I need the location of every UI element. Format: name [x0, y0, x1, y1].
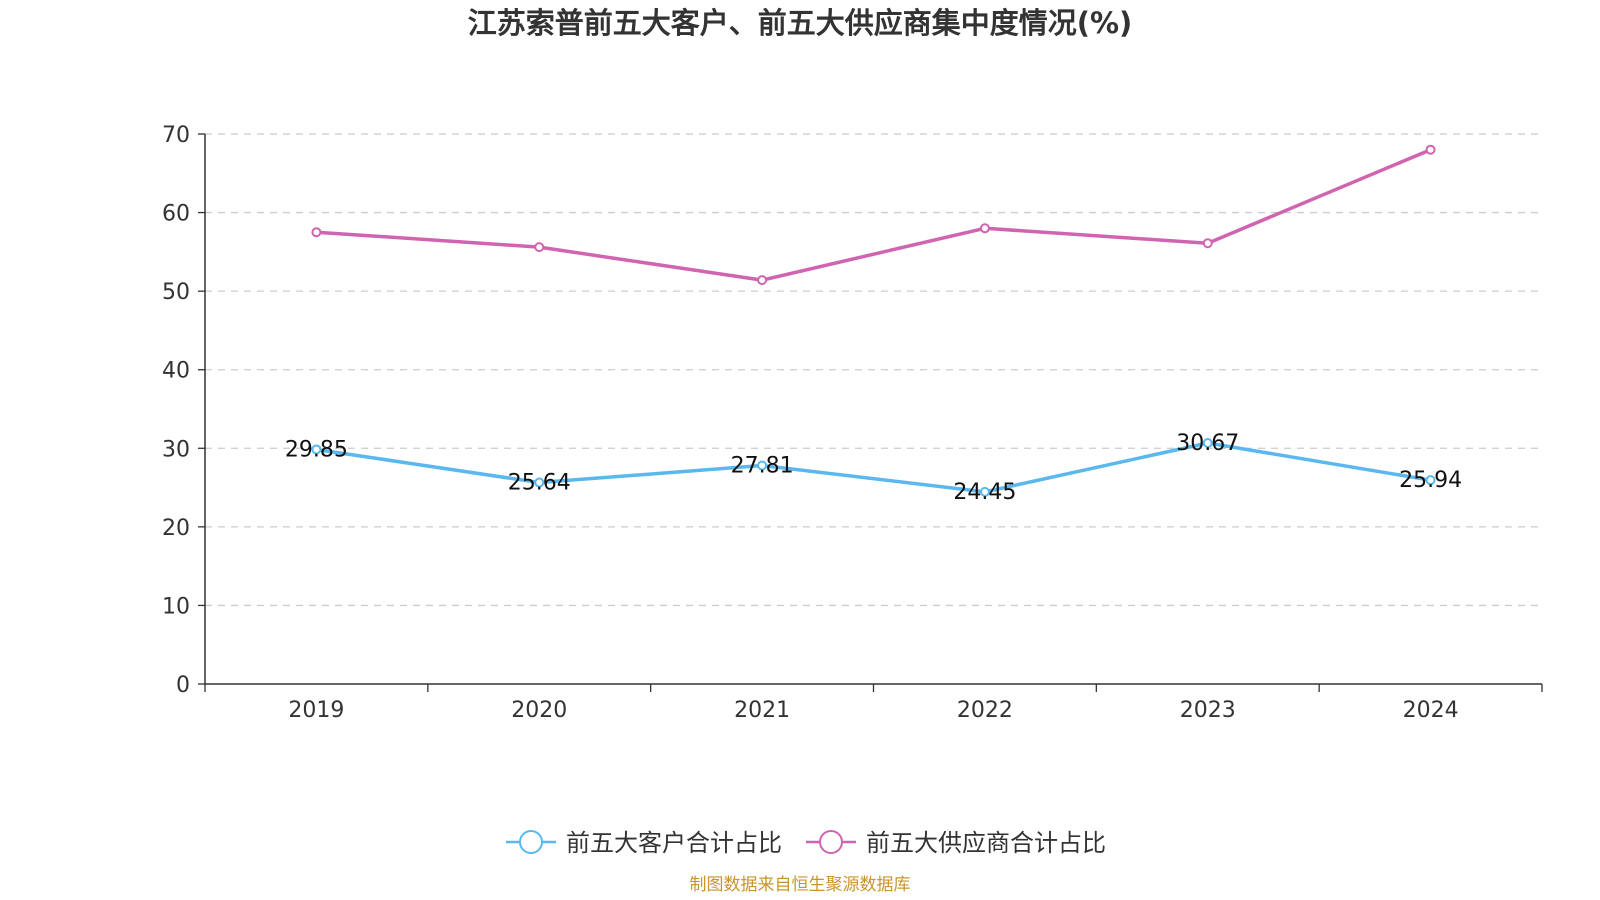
- legend-label: 前五大供应商合计占比: [866, 829, 1106, 857]
- y-tick-label: 0: [176, 673, 190, 698]
- series-line-2: [316, 148, 1432, 282]
- legend[interactable]: 前五大客户合计占比 前五大供应商合计占比: [506, 829, 1106, 857]
- data-point[interactable]: [1425, 144, 1436, 155]
- y-tick-label: 50: [162, 280, 190, 305]
- legend-item-1[interactable]: 前五大客户合计占比: [506, 829, 782, 857]
- y-tick-label: 10: [162, 594, 190, 619]
- data-point[interactable]: [757, 275, 768, 286]
- data-point[interactable]: [311, 227, 322, 238]
- axes: 0 10 20 30 40 50 60 70 2019 2020 2021 2022 2023 2024: [162, 123, 1543, 723]
- data-label: 30.67: [1176, 431, 1239, 456]
- data-point[interactable]: [1202, 438, 1213, 449]
- source-note: 制图数据来自恒生聚源数据库: [690, 875, 911, 895]
- data-point[interactable]: [1202, 238, 1213, 249]
- legend-marker: [819, 830, 843, 854]
- y-tick-label: 60: [162, 202, 190, 227]
- y-tick-label: 20: [162, 516, 190, 541]
- legend-marker: [519, 830, 543, 854]
- grid-lines: [205, 133, 1542, 607]
- y-tick-label: 40: [162, 359, 190, 384]
- x-tick-label: 2022: [957, 698, 1013, 723]
- x-tick-label: 2019: [288, 698, 344, 723]
- data-label: 27.81: [731, 453, 794, 478]
- x-tick-label: 2024: [1403, 698, 1459, 723]
- data-label: 24.45: [953, 480, 1016, 505]
- data-point[interactable]: [979, 223, 990, 234]
- data-label: 29.85: [285, 437, 348, 462]
- data-labels: 29.85 25.64 27.81 24.45 30.67 25.94: [285, 431, 1462, 505]
- y-tick-label: 70: [162, 123, 190, 148]
- data-label: 25.94: [1399, 468, 1462, 493]
- data-label: 25.64: [508, 471, 571, 496]
- series-layer: [311, 144, 1436, 497]
- x-tick-label: 2023: [1180, 698, 1236, 723]
- data-point[interactable]: [311, 444, 322, 455]
- x-tick-label: 2020: [511, 698, 567, 723]
- y-tick-label: 30: [162, 437, 190, 462]
- data-point[interactable]: [757, 460, 768, 471]
- data-point[interactable]: [1425, 475, 1436, 486]
- legend-label: 前五大客户合计占比: [566, 829, 782, 857]
- series-line-1: [316, 441, 1431, 494]
- data-point[interactable]: [979, 486, 990, 497]
- data-point[interactable]: [534, 477, 545, 488]
- x-tick-label: 2021: [734, 698, 790, 723]
- legend-item-2[interactable]: 前五大供应商合计占比: [806, 829, 1106, 857]
- data-point[interactable]: [534, 242, 545, 253]
- chart-title: 江苏索普前五大客户、前五大供应商集中度情况(%): [468, 6, 1133, 40]
